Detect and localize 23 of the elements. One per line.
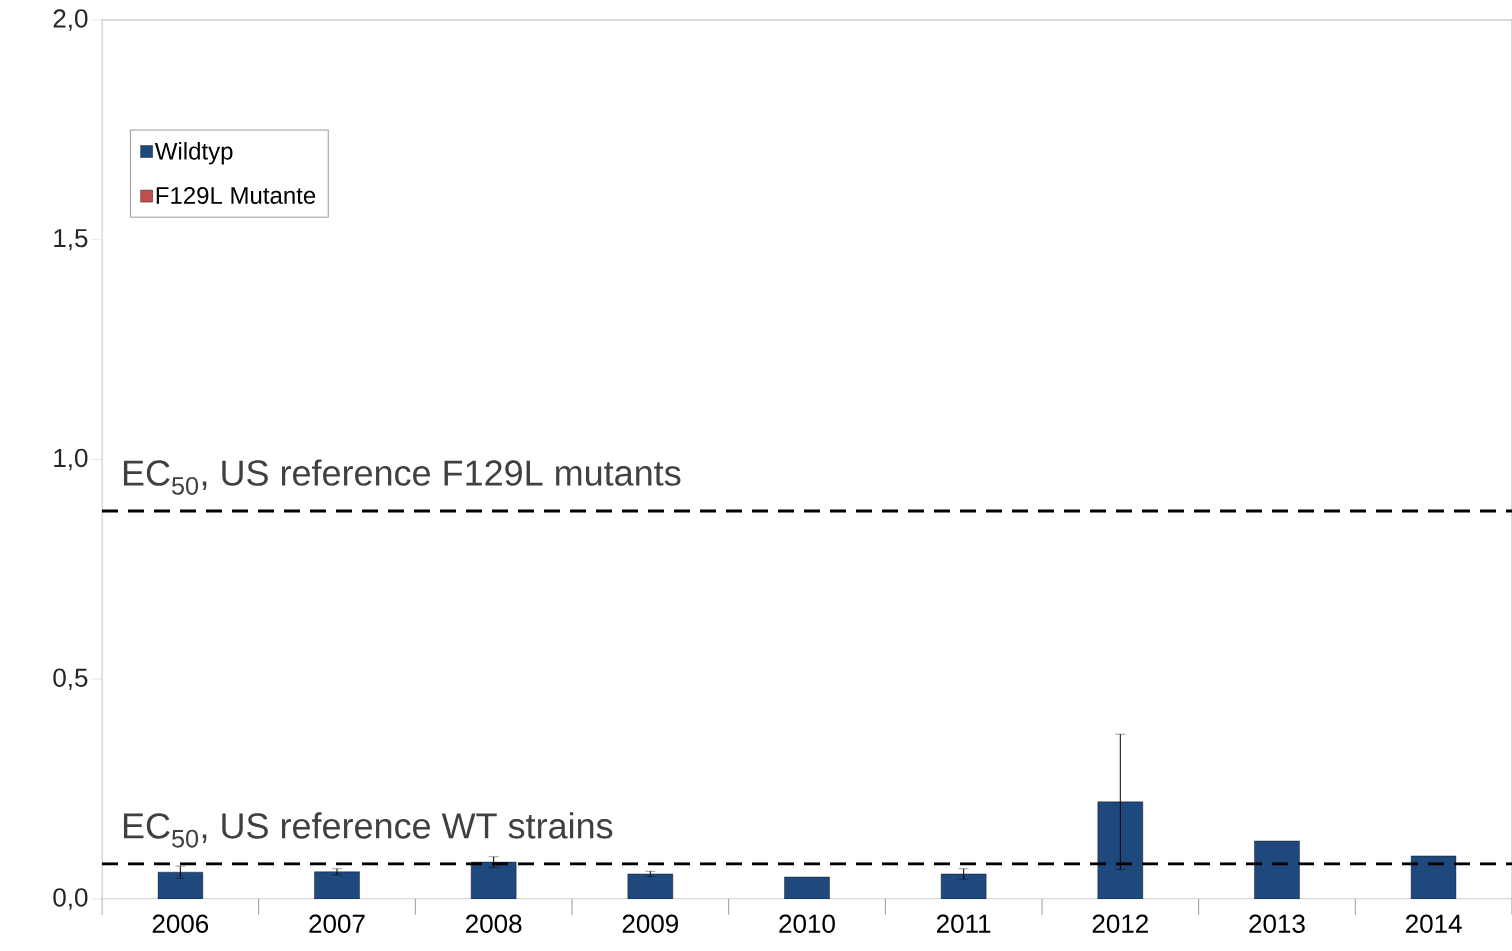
- ref-line-label: EC$_{50}$, US reference F129L mutants: [123, 459, 681, 495]
- x-tick-label: 2013: [1249, 914, 1305, 933]
- y-tick-label: 0,5: [53, 668, 88, 690]
- bar: [157, 871, 204, 899]
- x-tick-label: 2007: [309, 914, 365, 933]
- x-tick-label: 2011: [937, 914, 991, 933]
- y-tick-label: 1,5: [54, 229, 88, 251]
- y-tick-label: 2,0: [53, 9, 88, 31]
- bar: [784, 876, 830, 899]
- legend-label: Wildtyp: [154, 142, 233, 165]
- y-tick-label: 0,0: [53, 888, 88, 910]
- x-tick-label: 2008: [466, 914, 522, 933]
- ref-line-label: EC$_{50}$, US reference WT strains: [123, 812, 613, 848]
- x-tick-label: 2009: [622, 914, 679, 933]
- legend-label: F129L Mutante: [156, 186, 316, 204]
- x-tick-label: 2010: [779, 914, 835, 933]
- bar: [940, 873, 987, 899]
- y-tick-label: 1,0: [54, 448, 88, 471]
- x-tick-label: 2012: [1092, 914, 1148, 933]
- bar: [314, 871, 360, 899]
- bar: [627, 873, 674, 899]
- x-tick-label: 2006: [152, 914, 209, 933]
- x-tick-label: 2014: [1406, 914, 1462, 933]
